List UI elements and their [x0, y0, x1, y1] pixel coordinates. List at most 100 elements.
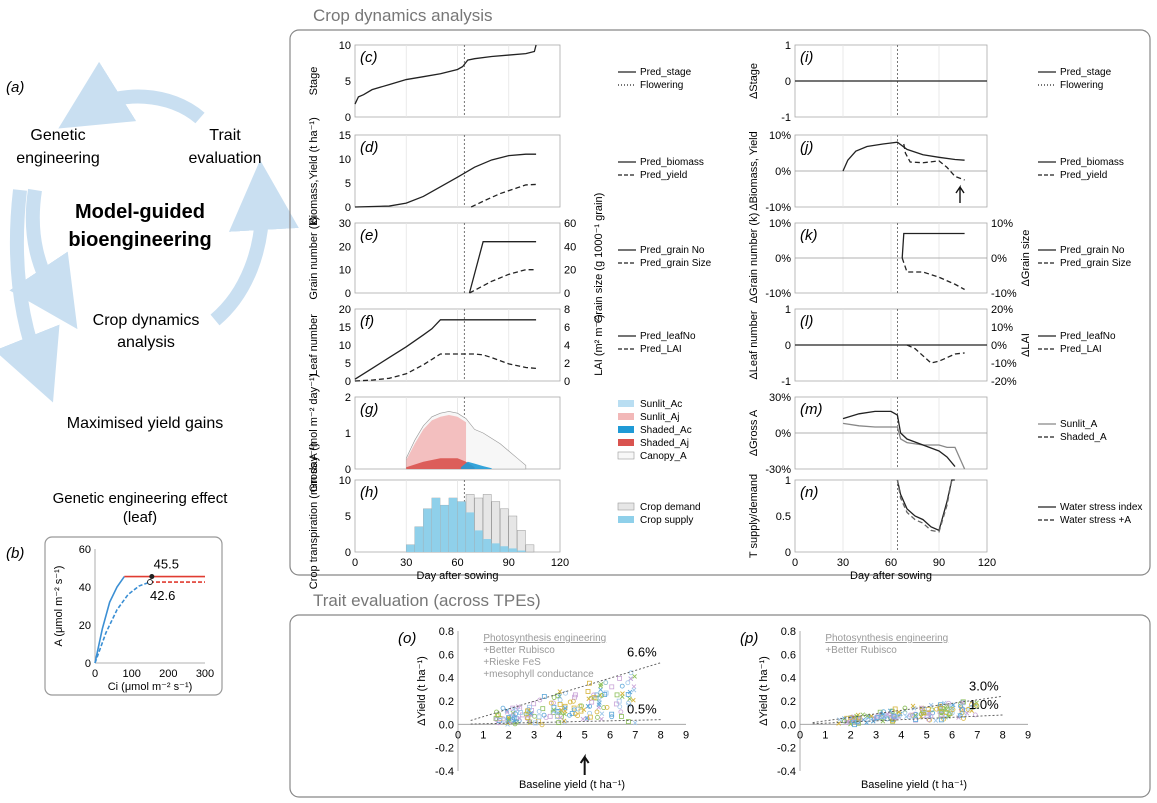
- panel-i-ytick: -1: [781, 112, 791, 124]
- panel-b-ylabel: A (μmol m⁻² s⁻¹): [53, 566, 65, 647]
- panel-o-scatter-point: [594, 709, 600, 715]
- panel-o-xtick: 7: [632, 729, 638, 741]
- panel-o-scatter-point: [548, 700, 554, 706]
- panel-c-ylabel: Stage: [308, 67, 320, 96]
- panel-o-ytick: -0.2: [435, 743, 454, 755]
- panel-h-label: (h): [360, 484, 378, 501]
- panel-l-label: (l): [800, 313, 813, 330]
- panel-f-label: (f): [360, 313, 374, 330]
- panel-o-ytick: -0.4: [435, 766, 454, 778]
- panel-o-scatter-point: [567, 712, 572, 718]
- panel-k-series-line: [901, 232, 965, 259]
- panel-l-legend-label: Pred_LAI: [1060, 344, 1102, 355]
- panel-f-ytick: 10: [339, 340, 351, 352]
- panel-n-series-line: [896, 479, 955, 533]
- panel-d-ytick: 5: [345, 178, 351, 190]
- panel-p-scatter-point: [902, 710, 908, 716]
- panel-l-ylabel: ΔLeaf number: [748, 310, 760, 379]
- panel-c-legend-label: Flowering: [640, 80, 683, 91]
- panel-o-scatter-point: [518, 710, 523, 715]
- panel-o-scatter-point: [556, 720, 562, 726]
- panel-c-series-line: [354, 44, 537, 105]
- panel-j-series-line: [842, 141, 965, 172]
- panel-o-xlabel: Baseline yield (t ha⁻¹): [519, 779, 625, 791]
- panel-f-ytick: 15: [339, 322, 351, 334]
- panel-o-scatter-point: [585, 689, 591, 694]
- panel-o-xtick: 2: [506, 729, 512, 741]
- panel-p-xtick: 2: [848, 729, 854, 741]
- panel-f-y2tick: 8: [564, 304, 570, 316]
- cycle-arrow-top: [58, 61, 205, 129]
- panel-k-y2tick: -10%: [991, 288, 1017, 300]
- panel-m-legend-label: Shaded_A: [1060, 432, 1107, 443]
- panel-o-scatter-point: [525, 708, 530, 714]
- panel-f-y2tick: 0: [564, 376, 570, 388]
- panel-c-legend-label: Pred_stage: [640, 67, 692, 78]
- panel-p-scatter-point: [911, 705, 917, 711]
- panel-b-xtick: 200: [159, 668, 177, 680]
- panel-p-scatter-point: [938, 705, 944, 711]
- panel-h-xtick: 0: [352, 557, 358, 569]
- panel-p-scatter-point: [842, 718, 847, 724]
- panel-g-legend-label: Shaded_Ac: [640, 425, 692, 436]
- panel-e-ylabel: Grain number (k): [308, 216, 320, 299]
- panel-p-scatter-point: [882, 714, 888, 720]
- panel-p-trend-label: 1.0%: [969, 697, 999, 712]
- panel-o-scatter-point: [632, 674, 637, 679]
- panel-o-scatter-point: [594, 692, 600, 698]
- panel-f-ylabel: Leaf number: [308, 314, 320, 376]
- panel-i-legend-label: Pred_stage: [1060, 67, 1112, 78]
- panel-f-legend-label: Pred_LAI: [640, 344, 682, 355]
- panel-o-scatter-point: [599, 693, 605, 699]
- panel-o-scatter-point: [496, 720, 501, 726]
- panel-o-scatter-point: [614, 692, 620, 698]
- panel-o-scatter-point: [591, 692, 597, 698]
- panel-g-legend-label: Sunlit_Ac: [640, 399, 682, 410]
- panel-p-scatter-point: [852, 722, 858, 728]
- panel-p-scatter-point: [970, 705, 975, 711]
- panel-d-ylabel: Biomass,Yield (t ha⁻¹): [308, 117, 320, 225]
- panel-o-scatter-point: [587, 680, 592, 686]
- panel-f-y2tick: 2: [564, 358, 570, 370]
- panel-p-scatter-point: [874, 715, 880, 720]
- panel-j-series-line: [903, 143, 965, 181]
- panel-h-bar: [474, 530, 483, 552]
- panel-n-label: (n): [800, 484, 818, 501]
- panel-o-scatter-point: [528, 711, 534, 716]
- panel-o-scatter-point: [563, 690, 568, 696]
- panel-o-legend-item: +Better Rubisco: [483, 645, 555, 656]
- panel-g-area-sunlit_aj: [406, 415, 467, 469]
- panel-p-xtick: 5: [924, 729, 930, 741]
- panel-p-ylabel: ΔYield (t ha⁻¹): [758, 656, 770, 726]
- panel-p-ytick: 0.0: [781, 719, 796, 731]
- panel-b-annotation: 42.6: [150, 588, 175, 603]
- panel-o-ytick: 0.2: [439, 696, 454, 708]
- panel-h-bar: [525, 544, 535, 553]
- panel-p-scatter-point: [851, 715, 856, 720]
- center-title-2: bioengineering: [68, 229, 211, 251]
- panel-l-ytick: -1: [781, 376, 791, 388]
- panel-o-scatter-point: [598, 687, 603, 693]
- label-b: (b): [6, 545, 24, 562]
- panel-f-ytick: 5: [345, 358, 351, 370]
- panel-m-ytick: -30%: [765, 464, 791, 476]
- panel-o-scatter-point: [628, 676, 634, 682]
- trait-evaluation-title: Trait evaluation (across TPEs): [313, 591, 541, 610]
- panel-o-scatter-point: [524, 716, 530, 721]
- panel-j-ytick: -10%: [765, 202, 791, 214]
- panel-j-ylabel: ΔBiomass, Yield: [748, 131, 760, 211]
- panel-p-scatter-point: [974, 703, 980, 709]
- panel-n-xtick: 60: [885, 557, 897, 569]
- panel-o-xtick: 1: [480, 729, 486, 741]
- panel-b-point: [147, 579, 153, 586]
- panel-o-xtick: 9: [683, 729, 689, 741]
- panel-n-xtick: 0: [792, 557, 798, 569]
- panel-p-scatter-point: [939, 708, 945, 714]
- panel-o-scatter-point: [501, 717, 507, 723]
- panel-p-ytick: -0.4: [777, 766, 796, 778]
- panel-e-y2tick: 0: [564, 288, 570, 300]
- panel-o-scatter-point: [540, 706, 546, 712]
- panel-o-scatter-point: [631, 697, 636, 703]
- panel-o-scatter-point: [551, 700, 556, 706]
- panel-o-scatter-point: [555, 693, 561, 699]
